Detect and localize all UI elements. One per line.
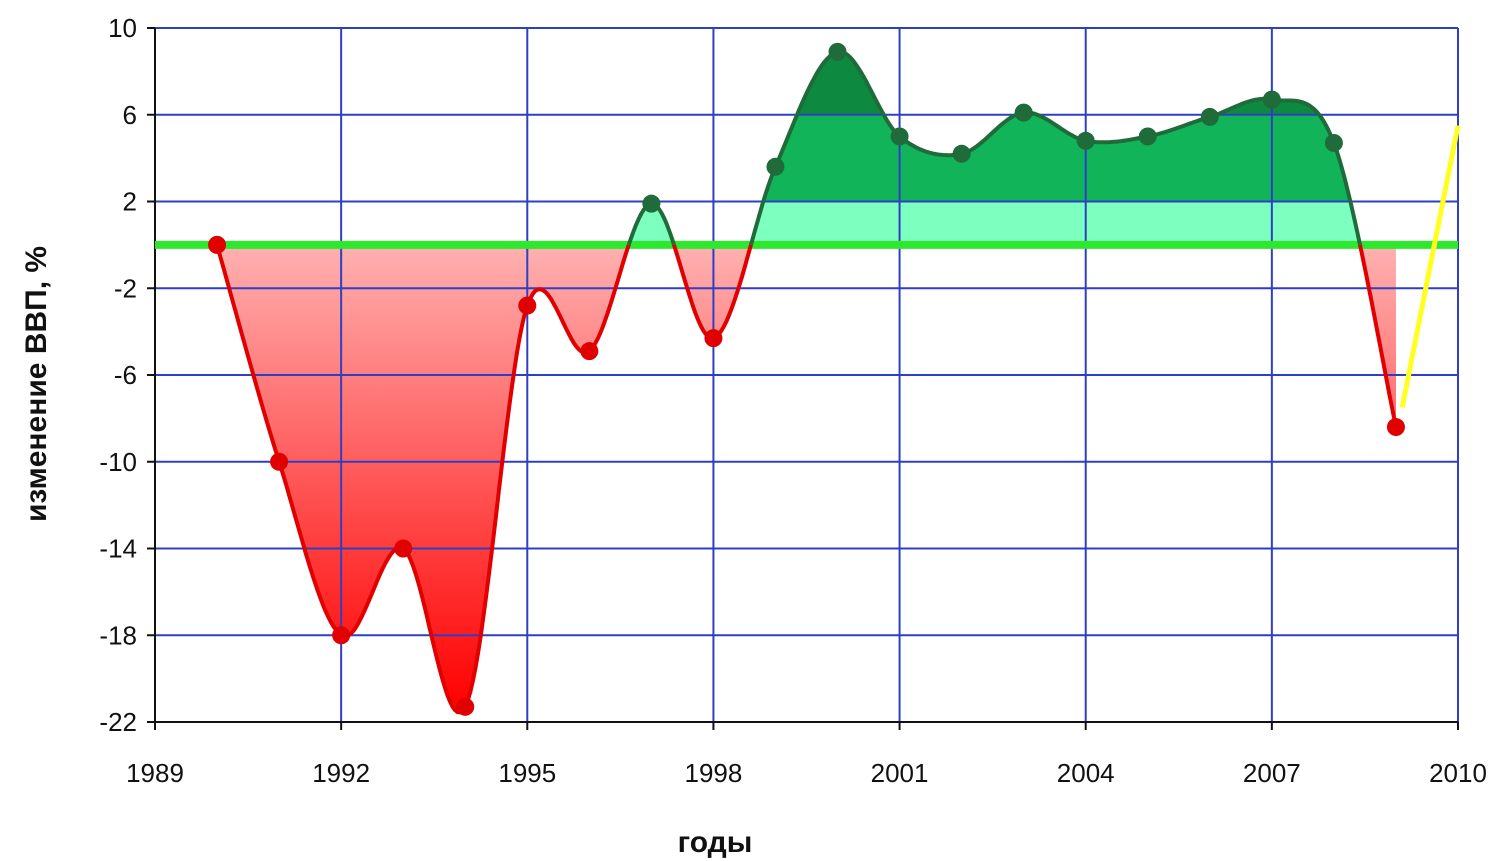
y-tick-labels: 10 6 2 -2 -6 -10 -14 -18 -22 [99,13,137,737]
y-tick-label: -2 [114,273,137,303]
y-tick-label: 6 [123,100,137,130]
area-fills [217,51,1396,713]
data-point [1076,131,1095,150]
data-point [766,157,785,176]
data-point [1200,107,1219,126]
x-tick-label: 1992 [312,758,370,788]
y-tick-label: -10 [99,447,137,477]
data-point [952,144,971,163]
data-points [208,42,1405,716]
x-tick-label: 2010 [1429,758,1487,788]
y-tick-label: -18 [99,620,137,650]
data-point [332,626,351,645]
data-point [642,194,661,213]
data-point [1262,90,1281,109]
x-tick-label: 2004 [1057,758,1115,788]
y-tick-label: -22 [99,707,137,737]
negative-area [217,244,1396,713]
x-tick-label: 1989 [126,758,184,788]
y-tick-label: -6 [114,360,137,390]
data-point [580,342,599,361]
data-point [394,539,413,558]
forecast-line [1399,125,1461,409]
y-axis-title: изменение ВВП, % [20,246,53,522]
y-tick-label: -14 [99,534,137,564]
data-point [890,127,909,146]
data-point [1386,418,1405,437]
data-point [208,235,227,254]
x-tick-label: 1998 [685,758,743,788]
data-point [1014,103,1033,122]
data-point [1138,127,1157,146]
series-line-positive [217,49,1363,245]
x-tick-label: 2001 [871,758,929,788]
x-tick-label: 2007 [1243,758,1301,788]
y-tick-label: 2 [123,187,137,217]
series-line-negative [215,244,1398,715]
grid-lines [147,27,1459,730]
x-axis-title: годы [678,826,753,859]
y-tick-label: 10 [108,13,137,43]
x-tick-labels: 1989 1992 1995 1998 2001 2004 2007 2010 [126,758,1487,788]
data-point [270,452,289,471]
data-point [1324,133,1343,152]
data-point [456,697,475,716]
x-tick-label: 1995 [498,758,556,788]
data-point [518,296,537,315]
data-point [828,42,847,61]
data-point [704,329,723,348]
series-lines [155,49,1461,715]
negative-area-fill [217,244,1396,713]
